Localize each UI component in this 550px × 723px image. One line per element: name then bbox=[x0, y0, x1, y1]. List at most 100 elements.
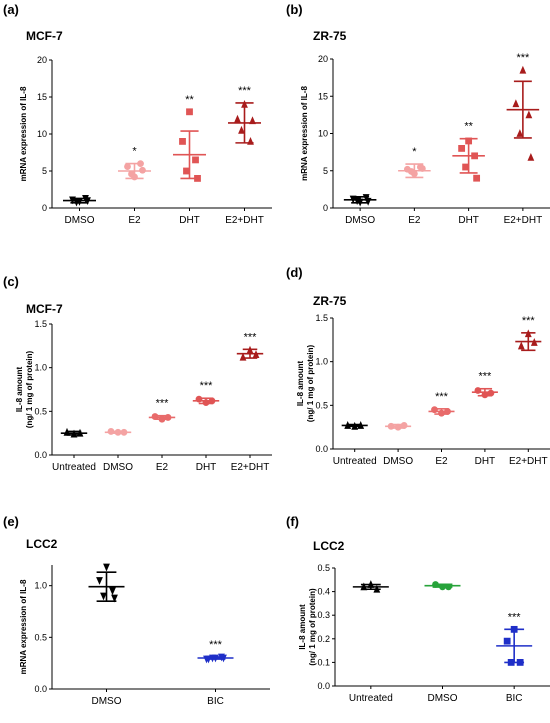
data-point bbox=[192, 156, 199, 164]
data-point bbox=[462, 163, 470, 171]
data-point bbox=[103, 563, 110, 572]
x-tick-label: BIC bbox=[207, 696, 224, 707]
panel-label: (c) bbox=[3, 274, 19, 289]
y-tick-label: 0.2 bbox=[317, 634, 330, 644]
data-point bbox=[124, 163, 131, 170]
x-tick-label: E2 bbox=[156, 462, 169, 473]
data-point bbox=[128, 170, 135, 178]
data-point bbox=[517, 341, 525, 350]
x-tick-label: DMSO bbox=[383, 456, 413, 467]
x-tick-label: DHT bbox=[179, 215, 200, 226]
data-point bbox=[183, 167, 190, 175]
significance-label: *** bbox=[522, 315, 536, 327]
significance-label: ** bbox=[464, 121, 473, 133]
significance-label: *** bbox=[435, 391, 449, 403]
significance-label: * bbox=[132, 146, 137, 158]
data-point bbox=[109, 587, 116, 596]
y-tick-label: 0.5 bbox=[34, 632, 47, 642]
data-point bbox=[458, 145, 466, 152]
chart-title: MCF-7 bbox=[26, 302, 63, 316]
data-point bbox=[512, 99, 520, 108]
significance-label: *** bbox=[516, 52, 530, 64]
x-tick-label: Untreated bbox=[349, 693, 393, 704]
data-point bbox=[151, 413, 159, 420]
x-tick-label: E2+DHT bbox=[231, 462, 270, 473]
x-tick-label: DMSO bbox=[92, 696, 122, 707]
x-tick-label: Untreated bbox=[52, 462, 96, 473]
y-tick-label: 0.0 bbox=[34, 684, 47, 694]
y-tick-label: 0.1 bbox=[317, 657, 330, 667]
x-tick-label: E2 bbox=[435, 456, 448, 467]
y-tick-label: 0.0 bbox=[34, 450, 47, 460]
significance-label: * bbox=[412, 146, 417, 158]
y-tick-label: 15 bbox=[37, 92, 47, 102]
y-tick-label: 1.5 bbox=[315, 313, 328, 323]
x-tick-label: E2 bbox=[128, 215, 141, 226]
y-tick-label: 5 bbox=[42, 166, 47, 176]
significance-label: *** bbox=[156, 398, 170, 410]
significance-label: *** bbox=[478, 371, 492, 383]
x-tick-label: DHT bbox=[458, 215, 479, 226]
data-point bbox=[179, 138, 186, 145]
data-point bbox=[473, 174, 481, 182]
y-tick-label: 0.4 bbox=[317, 587, 330, 597]
y-tick-label: 10 bbox=[37, 129, 47, 139]
x-tick-label: DMSO bbox=[428, 693, 458, 704]
y-tick-label: 5 bbox=[323, 166, 328, 176]
panel-label: (e) bbox=[3, 514, 19, 529]
y-tick-label: 0 bbox=[323, 203, 328, 213]
data-point bbox=[516, 129, 524, 137]
x-tick-label: Untreated bbox=[333, 456, 377, 467]
y-tick-label: 1.0 bbox=[315, 357, 328, 367]
x-tick-label: E2+DHT bbox=[225, 215, 264, 226]
y-tick-label: 0.0 bbox=[317, 681, 330, 691]
x-tick-label: DHT bbox=[475, 456, 496, 467]
y-tick-label: 0.5 bbox=[315, 400, 328, 410]
x-tick-label: E2 bbox=[408, 215, 421, 226]
significance-label: ** bbox=[185, 94, 194, 106]
data-point bbox=[186, 108, 193, 116]
data-point bbox=[234, 114, 241, 123]
y-tick-label: 10 bbox=[318, 129, 328, 139]
y-axis-label: mRNA expression of IL-8 bbox=[300, 86, 309, 181]
y-axis-label: IL-8 amount bbox=[15, 367, 24, 413]
significance-label: *** bbox=[209, 639, 223, 651]
data-point bbox=[238, 125, 245, 134]
panel-label: (a) bbox=[3, 2, 19, 17]
chart-panel: (b) ZR-75 0 5 10 15 20 mRNA expression of IL-8 D… bbox=[286, 2, 550, 226]
chart-title: ZR-75 bbox=[313, 294, 347, 308]
x-tick-label: DMSO bbox=[65, 215, 95, 226]
data-point bbox=[519, 65, 527, 74]
chart-title: LCC2 bbox=[26, 537, 58, 551]
y-tick-label: 0.0 bbox=[315, 444, 328, 454]
x-tick-label: DMSO bbox=[103, 462, 133, 473]
y-tick-label: 20 bbox=[318, 54, 328, 64]
chart-title: ZR-75 bbox=[313, 29, 347, 43]
panel-label: (d) bbox=[286, 265, 303, 280]
chart-panel: (f) LCC2 0.0 0.1 0.2 0.3 0.4 0.5 IL-8 amount (ng/… bbox=[286, 514, 550, 704]
significance-label: *** bbox=[244, 331, 258, 343]
panel-label: (b) bbox=[286, 2, 303, 17]
panel-label: (f) bbox=[286, 514, 299, 529]
y-tick-label: 1.0 bbox=[34, 581, 47, 591]
chart-title: LCC2 bbox=[313, 539, 345, 553]
x-tick-label: E2+DHT bbox=[504, 215, 543, 226]
chart-panel: (a) MCF-7 0 5 10 15 20 mRNA expression of IL-8 D… bbox=[3, 2, 272, 226]
chart-panel: (e) LCC2 0.0 0.5 1.0 mRNA expression of IL-8 D… bbox=[3, 514, 270, 707]
data-point bbox=[100, 592, 107, 601]
y-axis-label: (ng/ 1 mg of protein) bbox=[308, 588, 317, 666]
x-tick-label: BIC bbox=[506, 693, 523, 704]
y-tick-label: 0.5 bbox=[317, 563, 330, 573]
y-axis-label: mRNA expression of IL-8 bbox=[19, 86, 28, 181]
data-point bbox=[111, 594, 118, 603]
x-tick-label: DHT bbox=[196, 462, 217, 473]
y-axis-label: (ng/ 1 mg of protein) bbox=[25, 351, 34, 429]
data-point bbox=[525, 110, 533, 119]
data-point bbox=[487, 389, 495, 397]
significance-label: *** bbox=[200, 380, 214, 392]
y-tick-label: 1.5 bbox=[34, 319, 47, 329]
chart-panel: (d) ZR-75 0.0 0.5 1.0 1.5 IL-8 amount (ng/ 1 mg… bbox=[286, 265, 550, 467]
data-point bbox=[527, 152, 535, 161]
data-point bbox=[503, 637, 511, 645]
